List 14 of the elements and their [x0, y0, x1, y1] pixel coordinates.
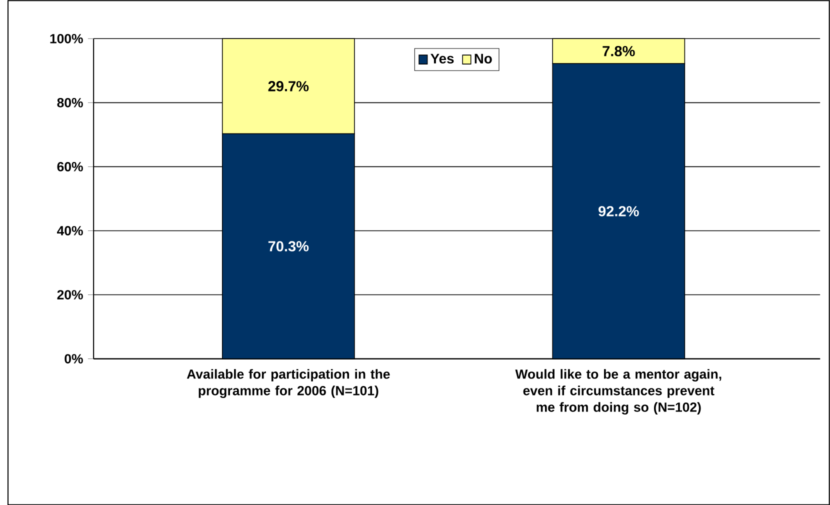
data-label: 29.7%: [268, 80, 309, 92]
y-tick-label: 0%: [64, 354, 83, 364]
x-tick-label: Would like to be a mentor again, even if circumstances prevent me from doing so (N=102): [515, 368, 722, 414]
data-label: 7.8%: [602, 46, 635, 56]
y-tick-label: 60%: [57, 162, 83, 172]
legend-label: Yes: [430, 54, 454, 64]
y-tick-label: 40%: [57, 226, 83, 236]
data-label: 70.3%: [268, 240, 309, 252]
y-tick-label: 80%: [57, 98, 83, 108]
y-tick-label: 100%: [50, 34, 83, 44]
legend-label: No: [474, 54, 492, 64]
x-tick-label: Available for participation in the programme for 2006 (N=101): [186, 368, 390, 398]
data-label: 92.2%: [598, 206, 639, 216]
y-tick-label: 20%: [57, 290, 83, 300]
